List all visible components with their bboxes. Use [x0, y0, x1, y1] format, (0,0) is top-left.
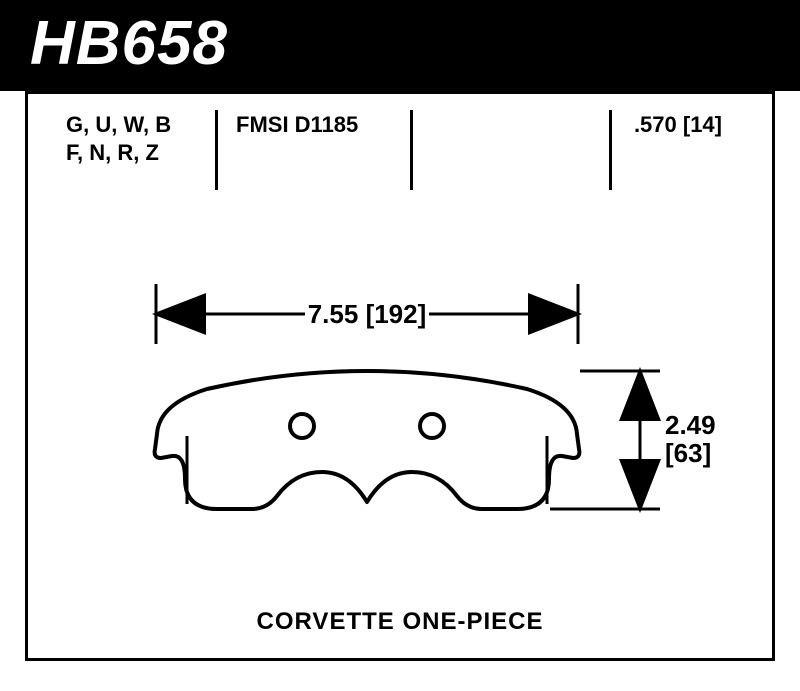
- width-in: 7.55: [308, 299, 359, 329]
- fmsi-column: FMSI D1185: [218, 112, 413, 166]
- svg-text:7.55 [19: 7.55 [192]: [308, 299, 427, 329]
- width-mm: [192]: [366, 299, 427, 329]
- brake-pad-diagram: 7.55 [192] 2.49 [63: [50, 244, 750, 624]
- main-frame: G, U, W, B F, N, R, Z FMSI D1185 .570 [1…: [25, 91, 775, 661]
- compounds-line-2: F, N, R, Z: [66, 140, 200, 166]
- height-in: 2.49: [665, 410, 716, 440]
- brake-pad-outline: [155, 371, 580, 509]
- spacer-column: [413, 112, 612, 166]
- spec-row: G, U, W, B F, N, R, Z FMSI D1185 .570 [1…: [28, 94, 772, 166]
- height-mm: [63]: [665, 438, 711, 468]
- product-name: CORVETTE ONE-PIECE: [28, 608, 772, 636]
- thickness-value: .570 [14]: [630, 112, 722, 138]
- part-number-title: HB658: [30, 8, 228, 79]
- height-dimension: 2.49 [63]: [550, 371, 716, 509]
- mounting-hole: [420, 414, 444, 438]
- fmsi-code: FMSI D1185: [236, 112, 395, 138]
- compounds-column: G, U, W, B F, N, R, Z: [48, 112, 218, 166]
- diagram-area: 7.55 [192] 2.49 [63: [28, 244, 772, 644]
- header-bar: HB658: [0, 0, 800, 91]
- width-dimension: 7.55 [192]: [156, 284, 578, 344]
- thickness-column: .570 [14]: [612, 112, 752, 166]
- compounds-line-1: G, U, W, B: [66, 112, 200, 138]
- mounting-hole: [290, 414, 314, 438]
